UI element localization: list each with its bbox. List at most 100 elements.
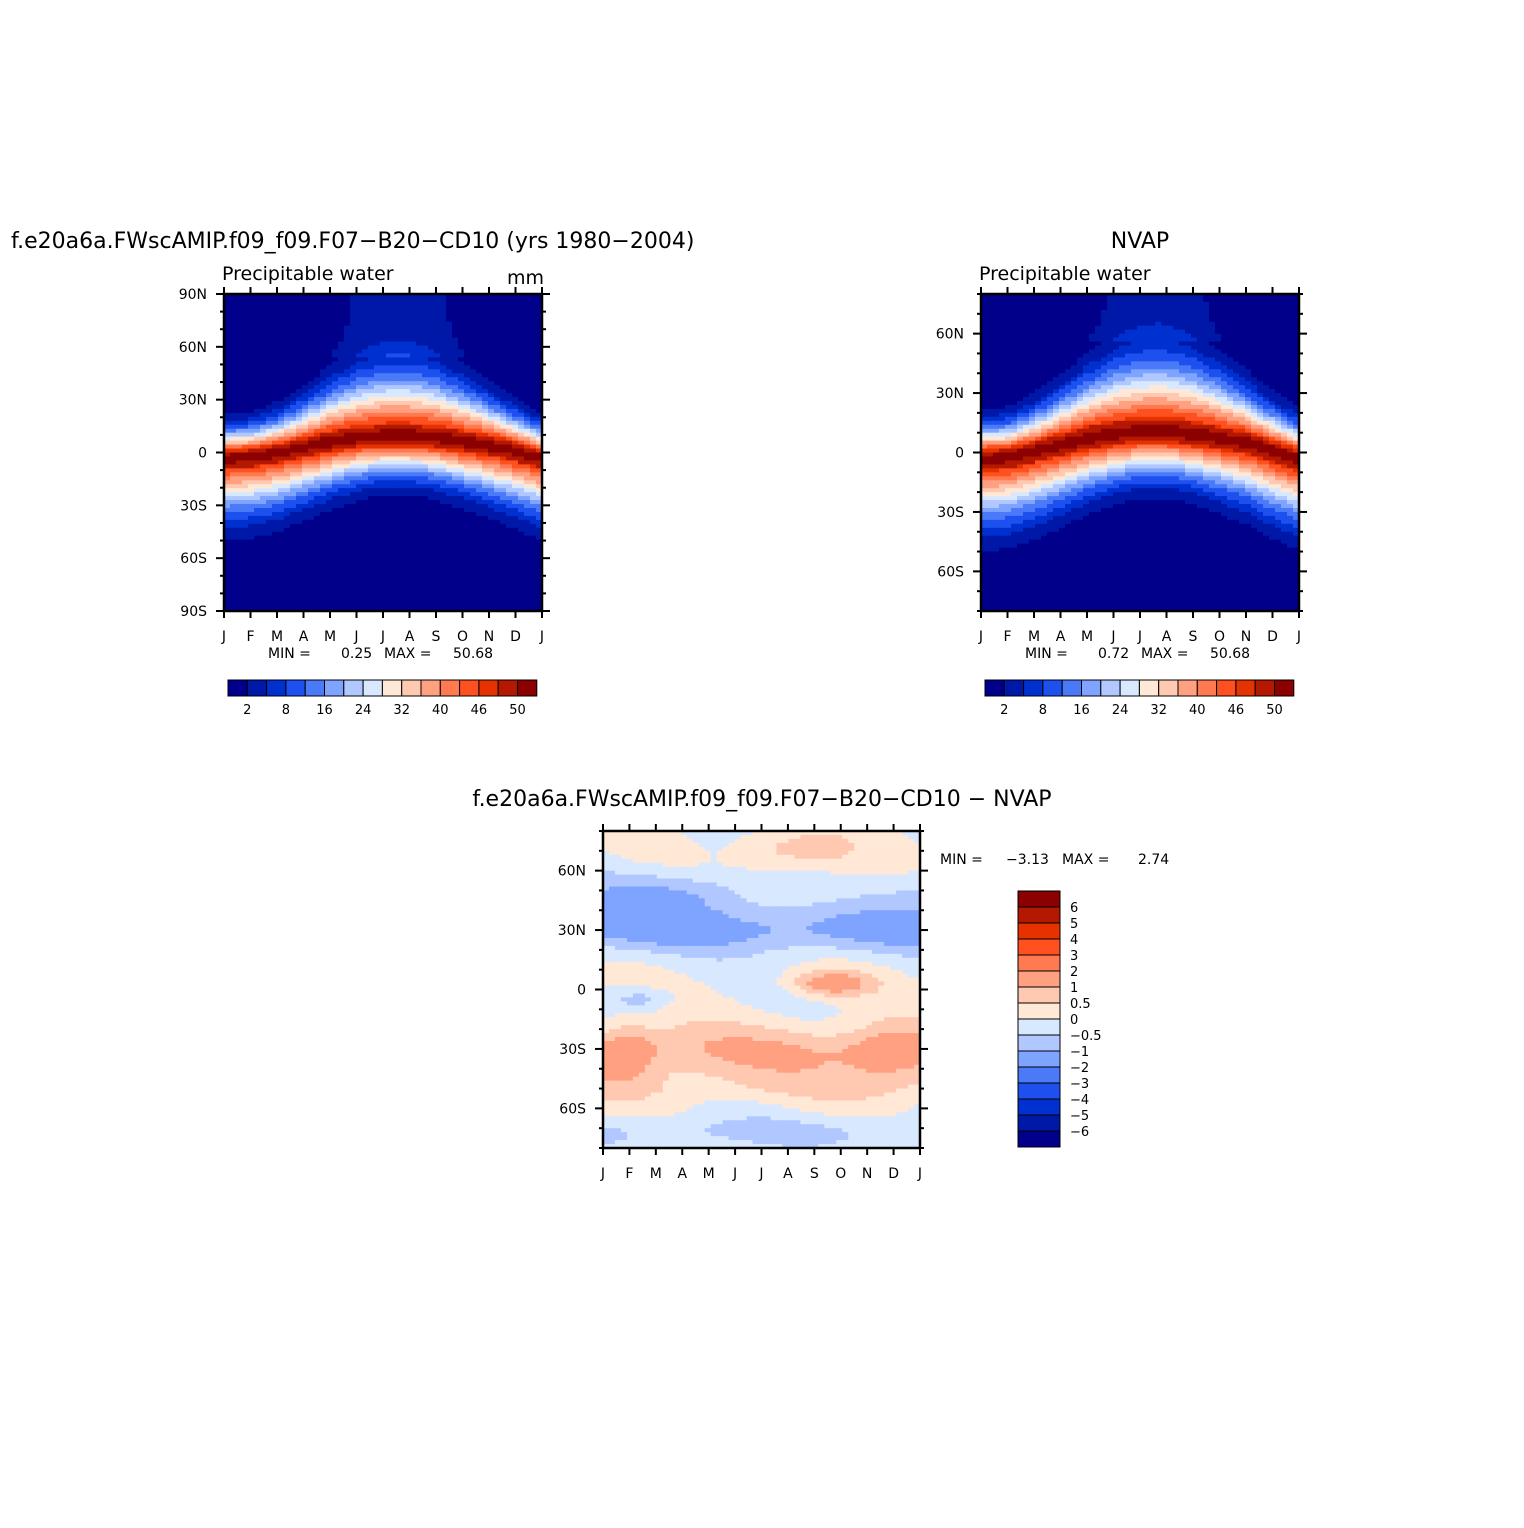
panel-model-cell [314, 583, 321, 588]
panel-obs-cell [1263, 310, 1270, 315]
panel-model-cell [410, 369, 417, 374]
panel-obs-cell [1161, 314, 1168, 319]
panel-model-cell [236, 433, 243, 438]
panel-model-cell [482, 318, 489, 323]
panel-model-cell [272, 488, 279, 493]
panel-model-cell [260, 413, 267, 418]
panel-model-cell [248, 484, 255, 489]
panel-model-cell [320, 496, 327, 501]
panel-obs-cell [1143, 322, 1150, 327]
panel-obs-cell [1119, 326, 1126, 331]
panel-model-cell [266, 544, 273, 549]
panel-model-cell [230, 524, 237, 529]
panel-model-cell [380, 353, 387, 358]
panel-model-cell [506, 484, 513, 489]
panel-model-cell [494, 603, 501, 608]
panel-model-cell [344, 349, 351, 354]
panel-model-cell [530, 373, 537, 378]
panel-model-cell [524, 310, 531, 315]
panel-model-cell [524, 496, 531, 501]
panel-obs-cell [1185, 306, 1192, 311]
panel-model-cell [530, 559, 537, 564]
panel-model-cell [518, 591, 525, 596]
panel-model-cell [278, 453, 285, 458]
panel-model-cell [272, 496, 279, 501]
panel-model-cell [374, 385, 381, 390]
panel-model-cell [500, 599, 507, 604]
panel-model-cell [518, 583, 525, 588]
panel-model-cell [524, 532, 531, 537]
panel-model-cell [230, 425, 237, 430]
panel-model-cell [440, 306, 447, 311]
panel-model-cell [338, 417, 345, 422]
panel-model-cell [434, 342, 441, 347]
panel-model-cell [446, 496, 453, 501]
panel-obs-cell [1275, 338, 1282, 343]
panel-model-cell [422, 583, 429, 588]
panel-obs-cell [1269, 334, 1276, 339]
panel-model-cell [494, 349, 501, 354]
panel-model-cell [260, 330, 267, 335]
panel-model-cell [500, 587, 507, 592]
panel-model-cell [476, 298, 483, 303]
panel-model-cell [470, 401, 477, 406]
panel-model-cell [254, 567, 261, 572]
panel-obs-cell [1227, 330, 1234, 335]
panel-model-cell [476, 587, 483, 592]
panel-model-cell [296, 342, 303, 347]
panel-model-cell [320, 310, 327, 315]
panel-model-cell [440, 298, 447, 303]
panel-obs-cell [987, 302, 994, 307]
panel-model-cell [314, 559, 321, 564]
panel-model-colorbar-label: 46 [471, 703, 488, 718]
panel-model-cell [440, 346, 447, 351]
panel-model-cell [464, 484, 471, 489]
panel-model-cell [236, 353, 243, 358]
panel-model-cell [314, 536, 321, 541]
panel-model-cell [230, 460, 237, 465]
panel-model-cell [422, 504, 429, 509]
panel-model-max-label: MAX = [384, 646, 431, 662]
panel-model-cell [374, 397, 381, 402]
panel-model-cell [446, 330, 453, 335]
panel-model-cell [362, 377, 369, 382]
panel-model-cell [326, 464, 333, 469]
panel-model-cell [350, 496, 357, 501]
panel-model-cell [290, 377, 297, 382]
panel-obs-cell [1227, 302, 1234, 307]
panel-model-cell [476, 603, 483, 608]
panel-model-cell [326, 563, 333, 568]
panel-obs-cell [1071, 330, 1078, 335]
panel-model-cell [530, 579, 537, 584]
panel-model-cell [230, 401, 237, 406]
panel-model-cell [302, 496, 309, 501]
panel-obs-cell [1083, 302, 1090, 307]
panel-obs-cell [1065, 322, 1072, 327]
panel-model-cell [356, 429, 363, 434]
panel-model-cell [530, 528, 537, 533]
panel-model-cell [482, 480, 489, 485]
panel-model-cell [302, 548, 309, 553]
panel-model-cell [500, 449, 507, 454]
panel-model-cell [356, 417, 363, 422]
panel-model-cell [440, 421, 447, 426]
panel-model-cell [302, 365, 309, 370]
panel-model-cell [230, 342, 237, 347]
panel-model-cell [458, 484, 465, 489]
panel-model-cell [320, 397, 327, 402]
panel-model-cell [422, 556, 429, 561]
panel-model-cell [434, 413, 441, 418]
panel-model-cell [278, 445, 285, 450]
panel-model-cell [392, 591, 399, 596]
panel-model-cell [284, 298, 291, 303]
panel-model-cell [272, 373, 279, 378]
panel-obs-cell [1245, 302, 1252, 307]
panel-obs-cell [1005, 334, 1012, 339]
panel-model-cell [266, 377, 273, 382]
panel-model-cell [512, 373, 519, 378]
panel-model-cell [530, 429, 537, 434]
panel-model-cell [392, 563, 399, 568]
panel-obs-cell [1017, 302, 1024, 307]
panel-model-cell [338, 342, 345, 347]
